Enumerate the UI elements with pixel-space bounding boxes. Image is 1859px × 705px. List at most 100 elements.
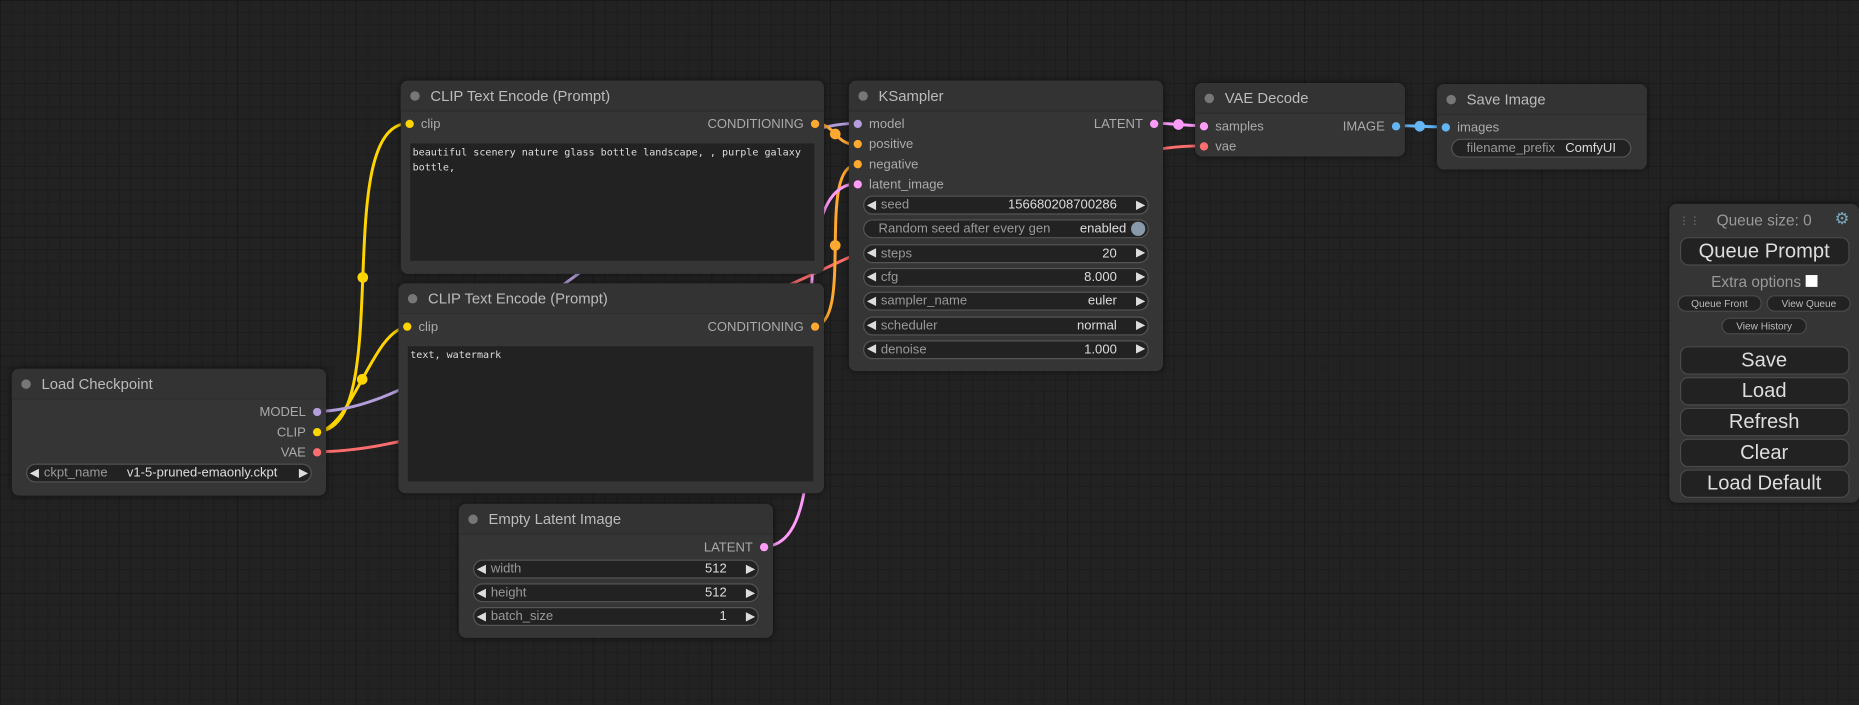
scheduler-widget[interactable]: ◀ scheduler normal ▶ (863, 315, 1149, 335)
arrow-right-icon[interactable]: ▶ (745, 562, 756, 576)
filename-prefix-field[interactable]: filename_prefix ComfyUI (1451, 138, 1632, 158)
clip-input-pin[interactable] (403, 322, 412, 331)
latent-output-pin[interactable] (759, 543, 769, 552)
images-input-pin[interactable] (1441, 123, 1450, 132)
latent-output-pin[interactable] (1150, 119, 1159, 129)
prompt-textarea[interactable]: beautiful scenery nature glass bottle la… (410, 143, 815, 261)
samples-input-pin[interactable] (1199, 122, 1209, 131)
collapse-dot-icon[interactable] (468, 513, 478, 524)
clip-output-pin[interactable] (312, 427, 322, 437)
arrow-right-icon[interactable]: ▶ (1135, 270, 1146, 284)
collapse-dot-icon[interactable] (407, 293, 418, 303)
load-button[interactable]: Load (1679, 377, 1849, 406)
ksampler-node[interactable]: KSampler model positive negative latent_… (848, 80, 1164, 372)
node-title-bar[interactable]: Save Image (1436, 84, 1647, 116)
arrow-right-icon[interactable]: ▶ (1135, 342, 1146, 357)
conditioning-output-label: CONDITIONING (707, 116, 804, 132)
view-queue-button[interactable]: View Queue (1766, 295, 1851, 312)
collapse-dot-icon[interactable] (1446, 94, 1456, 104)
extra-options-checkbox[interactable] (1805, 275, 1818, 287)
arrow-right-icon[interactable]: ▶ (298, 466, 309, 480)
node-title-bar[interactable]: CLIP Text Encode (Prompt) (398, 283, 824, 315)
vae-input-pin[interactable] (1199, 142, 1209, 151)
collapse-dot-icon[interactable] (1204, 93, 1215, 103)
link-center-marker[interactable] (1414, 120, 1426, 132)
save-button[interactable]: Save (1679, 346, 1849, 375)
arrow-left-icon[interactable]: ◀ (866, 342, 876, 357)
save-image-node[interactable]: Save Image images filename_prefix ComfyUI (1436, 84, 1647, 170)
clip-text-encode-positive-node[interactable]: CLIP Text Encode (Prompt) clip CONDITION… (400, 80, 824, 274)
collapse-dot-icon[interactable] (21, 378, 31, 389)
arrow-right-icon[interactable]: ▶ (1135, 318, 1146, 332)
model-input-pin[interactable] (853, 119, 862, 129)
arrow-right-icon[interactable]: ▶ (1135, 198, 1146, 212)
clip-text-encode-negative-node[interactable]: CLIP Text Encode (Prompt) clip CONDITION… (398, 283, 824, 494)
node-title-bar[interactable]: VAE Decode (1195, 82, 1405, 114)
arrow-left-icon[interactable]: ◀ (476, 609, 486, 624)
images-input-label: images (1457, 120, 1500, 135)
view-history-button[interactable]: View History (1721, 317, 1807, 335)
prompt-textarea[interactable]: text, watermark (407, 346, 814, 482)
width-widget[interactable]: ◀ width 512 ▶ (473, 559, 759, 579)
widget-value: 1 (719, 609, 727, 624)
image-output-label: IMAGE (1342, 119, 1385, 134)
cfg-widget[interactable]: ◀ cfg 8.000 ▶ (863, 267, 1149, 287)
latent-image-input-pin[interactable] (853, 180, 862, 189)
collapse-dot-icon[interactable] (410, 90, 420, 101)
widget-value: 20 (1102, 246, 1117, 261)
denoise-widget[interactable]: ◀ denoise 1.000 ▶ (863, 340, 1149, 359)
collapse-dot-icon[interactable] (858, 90, 868, 101)
node-title-bar[interactable]: Load Checkpoint (11, 368, 327, 400)
link-center-marker[interactable] (829, 240, 841, 251)
arrow-left-icon[interactable]: ◀ (866, 246, 876, 260)
ckpt-name-combo[interactable]: ◀ ckpt_name v1-5-pruned-emaonly.ckpt ▶ (26, 463, 312, 483)
link-center-marker[interactable] (829, 128, 841, 140)
arrow-left-icon[interactable]: ◀ (866, 294, 876, 308)
seed-widget[interactable]: ◀ seed 156680208700286 ▶ (863, 195, 1149, 215)
drag-handle-icon[interactable]: ⋮⋮ (1678, 214, 1701, 227)
arrow-right-icon[interactable]: ▶ (1135, 294, 1146, 308)
batch-size-widget[interactable]: ◀ batch_size 1 ▶ (473, 607, 759, 626)
arrow-left-icon[interactable]: ◀ (866, 270, 876, 284)
widget-value: 8.000 (1084, 270, 1117, 285)
clip-input-pin[interactable] (405, 119, 414, 129)
height-widget[interactable]: ◀ height 512 ▶ (473, 583, 759, 603)
refresh-button[interactable]: Refresh (1679, 407, 1849, 437)
arrow-right-icon[interactable]: ▶ (1135, 246, 1146, 260)
queue-front-button[interactable]: Queue Front (1677, 295, 1762, 312)
link-center-marker[interactable] (357, 272, 369, 283)
node-title-bar[interactable]: Empty Latent Image (458, 503, 774, 535)
node-title-bar[interactable]: KSampler (848, 80, 1164, 112)
vae-output-pin[interactable] (312, 448, 322, 457)
arrow-right-icon[interactable]: ▶ (745, 586, 756, 600)
positive-input-pin[interactable] (853, 139, 862, 149)
node-title-bar[interactable]: CLIP Text Encode (Prompt) (400, 80, 824, 112)
steps-widget[interactable]: ◀ steps 20 ▶ (863, 243, 1149, 263)
arrow-left-icon[interactable]: ◀ (476, 562, 486, 576)
conditioning-output-pin[interactable] (810, 322, 820, 331)
vae-decode-node[interactable]: VAE Decode samples vae IMAGE (1195, 82, 1405, 157)
toggle-knob-icon[interactable] (1131, 222, 1146, 237)
model-output-pin[interactable] (312, 407, 322, 417)
clear-button[interactable]: Clear (1679, 438, 1849, 468)
arrow-right-icon[interactable]: ▶ (745, 609, 756, 624)
widget-label: width (490, 561, 522, 577)
arrow-left-icon[interactable]: ◀ (476, 586, 486, 600)
arrow-left-icon[interactable]: ◀ (866, 198, 876, 212)
link-center-marker[interactable] (356, 374, 368, 385)
sampler-name-widget[interactable]: ◀ sampler_name euler ▶ (863, 291, 1149, 311)
arrow-left-icon[interactable]: ◀ (866, 318, 876, 332)
image-output-pin[interactable] (1391, 122, 1401, 131)
conditioning-output-pin[interactable] (810, 119, 820, 129)
queue-prompt-button[interactable]: Queue Prompt (1679, 237, 1849, 266)
load-default-button[interactable]: Load Default (1679, 469, 1849, 498)
load-checkpoint-node[interactable]: Load Checkpoint MODEL CLIP VAE ◀ ckpt_nam… (11, 368, 327, 496)
empty-latent-image-node[interactable]: Empty Latent Image LATENT ◀ width 512 ▶ ◀ hei… (458, 503, 774, 638)
gear-icon[interactable]: ⚙ (1834, 208, 1850, 228)
random-seed-after-every-gen-toggle[interactable]: Random seed after every gen enabled (863, 219, 1149, 239)
widget-value: 512 (705, 585, 727, 600)
link-center-marker[interactable] (1173, 119, 1184, 130)
arrow-left-icon[interactable]: ◀ (29, 466, 39, 480)
negative-input-pin[interactable] (853, 160, 862, 169)
